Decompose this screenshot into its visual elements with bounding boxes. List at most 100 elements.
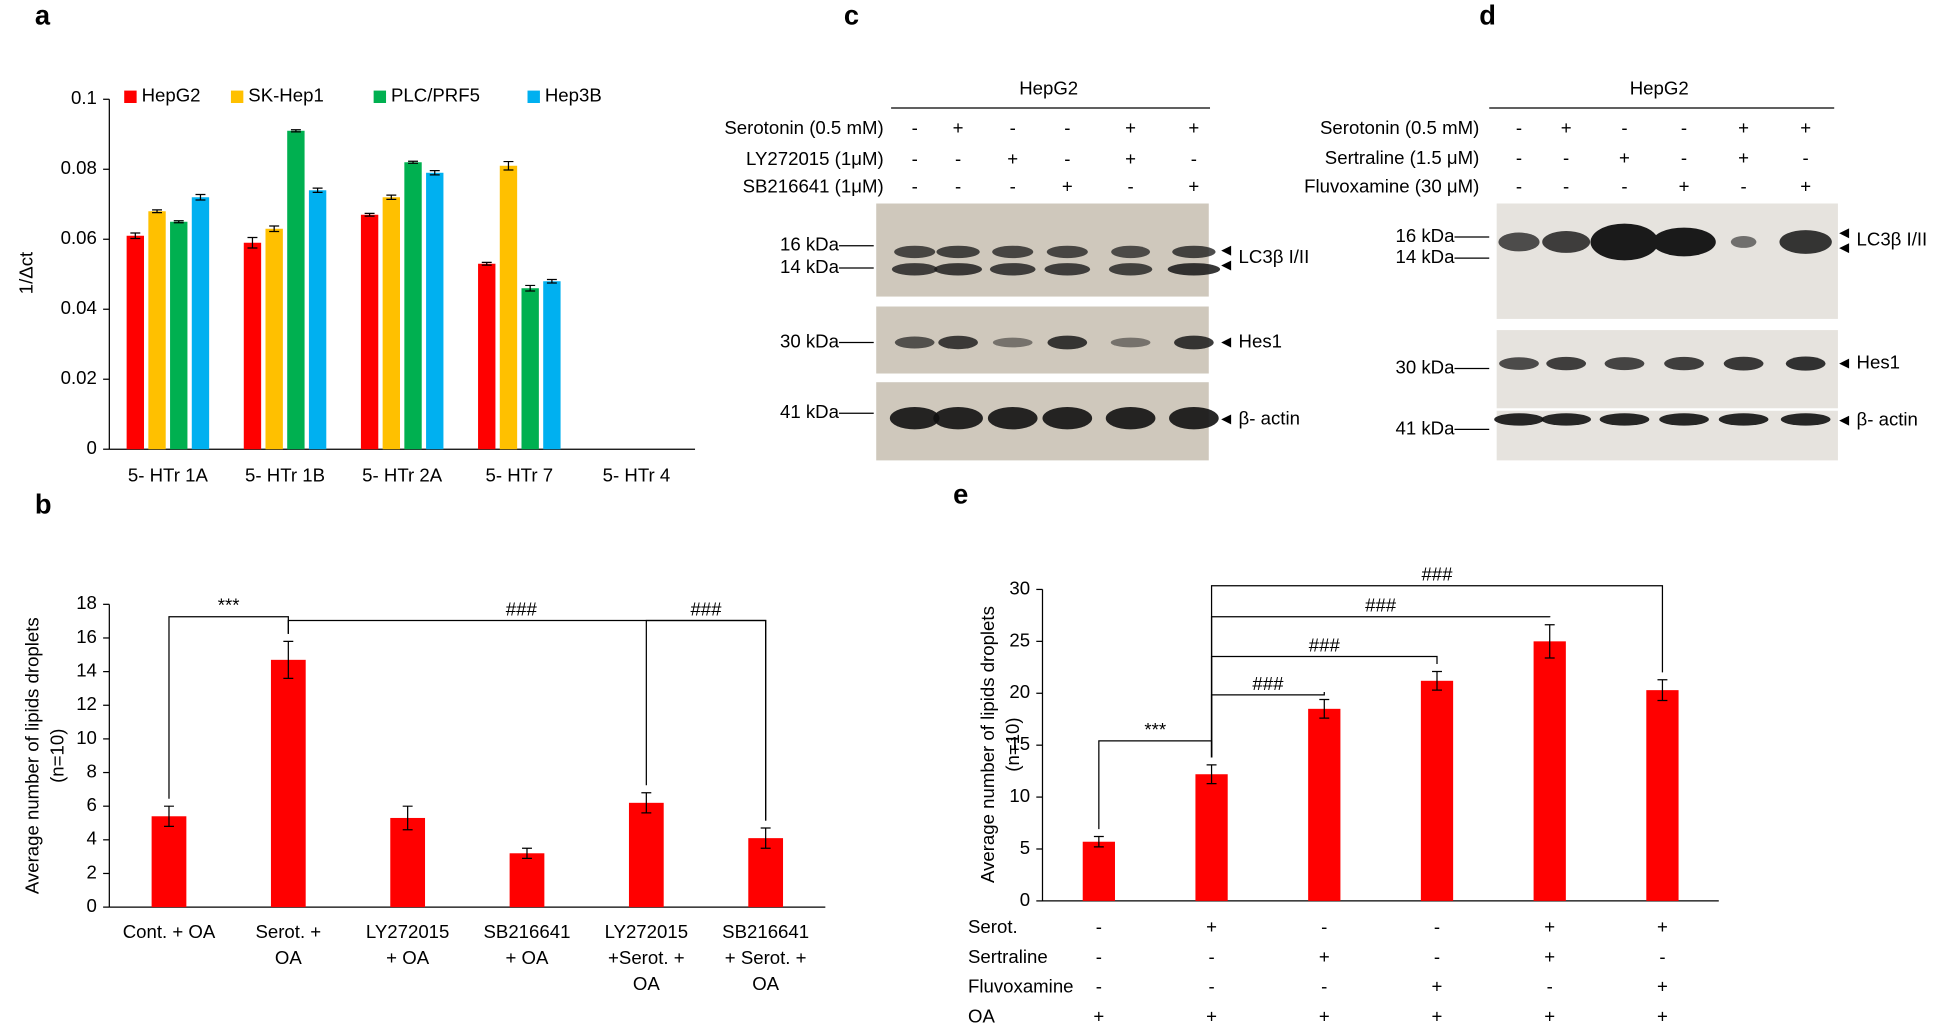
marker-label: 41 kDa	[1396, 417, 1456, 438]
treatment-sign: +	[1561, 117, 1572, 138]
significance-label: ###	[690, 598, 722, 619]
panel-label: c	[844, 0, 859, 31]
blot-band	[987, 407, 1038, 430]
treatment-sign: -	[1659, 946, 1665, 967]
bar	[170, 221, 188, 450]
y-axis-label: (n=10)	[46, 729, 67, 783]
error-bar	[1319, 698, 1330, 719]
bar	[509, 853, 545, 908]
y-axis-label: (n=10)	[1002, 717, 1023, 771]
treatment-sign: +	[1432, 1005, 1443, 1025]
bar	[521, 288, 539, 450]
bar	[287, 130, 305, 450]
error-bar	[386, 194, 397, 200]
blot-band	[1042, 407, 1093, 430]
error-bar	[312, 187, 323, 193]
treatment-sign: -	[1064, 117, 1070, 138]
blot-band	[989, 263, 1036, 276]
x-tick-label: LY272015	[366, 921, 449, 942]
x-tick-label: +Serot. +	[608, 947, 685, 968]
blot-membrane	[1494, 327, 1841, 411]
treatment-sign: -	[1803, 147, 1809, 168]
x-tick-label: 5- HTr 4	[603, 464, 671, 485]
error-bar	[195, 193, 206, 201]
treatment-label: Fluvoxamine	[968, 976, 1074, 997]
y-tick-label: 14	[76, 660, 97, 681]
y-tick-label: 0.06	[61, 227, 97, 248]
y-tick-label: 30	[1009, 577, 1030, 598]
treatment-sign: -	[1434, 946, 1440, 967]
blot-band	[1664, 356, 1704, 371]
legend-label: PLC/PRF5	[391, 85, 480, 106]
significance-label: ###	[1365, 595, 1397, 616]
band-arrow	[1221, 414, 1232, 425]
y-tick-label: 2	[87, 861, 97, 882]
y-tick-label: 10	[76, 727, 97, 748]
legend-swatch	[527, 90, 540, 103]
error-bar	[269, 225, 280, 233]
bar	[360, 214, 379, 450]
band-label: β- actin	[1239, 407, 1300, 428]
y-tick-label: 12	[76, 693, 97, 714]
treatment-sign: +	[953, 117, 964, 138]
blot-band	[992, 245, 1034, 259]
bar	[1308, 708, 1341, 901]
treatment-sign: -	[1191, 148, 1197, 169]
bar	[390, 817, 426, 908]
blot-band	[1172, 245, 1216, 259]
blot-band	[1174, 335, 1214, 350]
bar	[191, 197, 210, 450]
significance-bracket	[1210, 692, 1325, 758]
treatment-sign: -	[1096, 976, 1102, 997]
treatment-sign: +	[1657, 916, 1668, 937]
treatment-sign: +	[1738, 147, 1749, 168]
y-tick-label: 18	[76, 592, 97, 613]
bar	[628, 802, 664, 908]
blot-band	[1785, 356, 1826, 371]
blot-band	[894, 245, 936, 259]
blot-band	[1111, 245, 1151, 259]
error-bar	[525, 284, 536, 292]
treatment-sign: -	[1096, 916, 1102, 937]
blot-band	[934, 263, 983, 276]
error-bar	[1432, 670, 1442, 691]
treatment-sign: -	[1208, 976, 1214, 997]
treatment-sign: +	[1093, 1005, 1104, 1025]
band-arrow	[1221, 245, 1232, 256]
error-bar	[1093, 835, 1104, 848]
error-bar	[1544, 624, 1555, 659]
bar	[1195, 774, 1228, 901]
legend-label: SK-Hep1	[248, 85, 324, 106]
treatment-sign: +	[1206, 916, 1217, 937]
blot-band	[992, 337, 1033, 348]
y-tick-label: 8	[87, 760, 97, 781]
marker-label: 30 kDa	[1396, 356, 1456, 377]
error-bar	[481, 261, 492, 266]
significance-bracket	[287, 619, 767, 821]
error-bar	[290, 129, 301, 133]
treatment-label: Fluvoxamine (30 μM)	[1304, 175, 1479, 196]
marker-label: 14 kDa	[780, 256, 840, 277]
blot-band	[1108, 263, 1153, 276]
treatment-sign: -	[1127, 175, 1133, 196]
error-bar	[429, 170, 440, 176]
treatment-sign: -	[912, 117, 918, 138]
treatment-sign: -	[1096, 946, 1102, 967]
x-tick-label: LY272015	[605, 921, 688, 942]
bar	[1533, 641, 1566, 901]
significance-bracket	[168, 616, 289, 799]
blot-band	[889, 407, 940, 430]
treatment-sign: +	[1432, 976, 1443, 997]
bar	[243, 242, 262, 450]
panel-label: e	[953, 479, 968, 510]
significance-label: ###	[1421, 564, 1453, 585]
x-tick-label: OA	[275, 947, 302, 968]
bar	[151, 816, 187, 908]
y-tick-label: 0	[1020, 889, 1030, 910]
y-axis-label: Average number of lipids droplets	[977, 606, 998, 883]
error-bar	[364, 212, 375, 217]
x-tick-label: + OA	[506, 947, 550, 968]
y-tick-label: 5	[1020, 837, 1030, 858]
blot-header: HepG2	[1019, 77, 1078, 98]
